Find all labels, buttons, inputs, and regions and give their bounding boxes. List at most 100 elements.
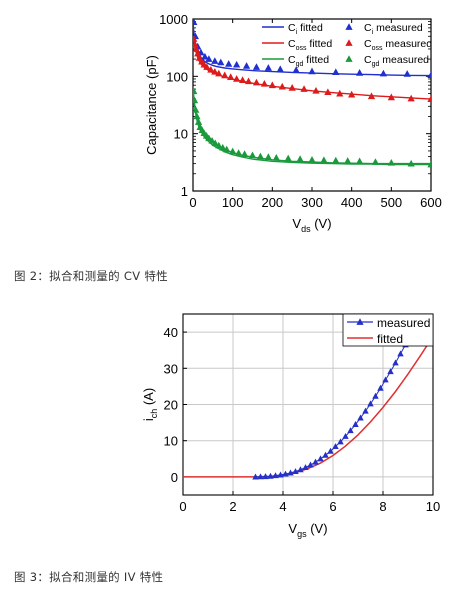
- data-point: [272, 153, 280, 161]
- data-point: [297, 466, 304, 473]
- data-point: [267, 472, 274, 479]
- data-point: [427, 160, 431, 168]
- y-tick-label: 10: [174, 127, 188, 142]
- data-point: [193, 45, 200, 52]
- data-point: [248, 151, 257, 159]
- y-axis-label: Capacitance (pF): [144, 55, 159, 155]
- figure-2-caption: 图 2：拟合和测量的 CV 特性: [14, 269, 168, 283]
- y-tick-label: 1000: [159, 12, 188, 27]
- legend-label: Coss measured: [364, 38, 432, 52]
- data-point: [322, 451, 329, 458]
- cv-characteristics-chart: 0 100 200 300 400 500 600 1 10 100 1000 Vds (V) Capa…: [144, 12, 442, 234]
- data-point: [233, 60, 241, 68]
- data-point: [344, 157, 352, 164]
- data-point: [211, 67, 219, 75]
- data-point: [296, 155, 304, 162]
- data-point: [240, 150, 249, 157]
- legend-marker-swatch: [345, 55, 353, 62]
- data-point: [193, 40, 199, 48]
- data-point: [205, 134, 213, 142]
- data-point: [193, 106, 200, 113]
- data-point: [403, 70, 411, 77]
- data-point: [193, 112, 201, 120]
- data-point: [215, 69, 223, 77]
- data-point: [193, 87, 198, 95]
- data-point: [379, 69, 388, 77]
- data-point: [256, 152, 265, 160]
- data-point: [427, 95, 431, 102]
- legend-label: Ci measured: [364, 22, 423, 36]
- data-point: [387, 368, 394, 375]
- data-point: [287, 469, 294, 476]
- data-point: [332, 68, 340, 76]
- data-point: [278, 82, 286, 90]
- data-point: [312, 458, 319, 465]
- data-point: [229, 147, 237, 155]
- y-tick-label: 0: [171, 470, 178, 485]
- data-point: [308, 156, 316, 163]
- data-point: [257, 473, 264, 480]
- legend-label: Cgd measured: [364, 54, 429, 68]
- data-point: [211, 57, 219, 64]
- data-point: [427, 71, 431, 78]
- data-point: [193, 35, 198, 42]
- legend-label: fitted: [377, 332, 403, 346]
- data-point: [288, 84, 296, 91]
- legend-marker-swatch: [345, 23, 353, 30]
- legend-marker-swatch: [345, 39, 353, 46]
- data-point: [407, 159, 415, 167]
- data-point: [193, 96, 199, 104]
- data-point: [244, 77, 253, 85]
- data-point: [317, 455, 324, 462]
- data-point: [217, 58, 225, 66]
- data-point: [308, 67, 316, 75]
- data-point: [282, 470, 289, 477]
- x-axis-label: Vgs (V): [288, 521, 327, 539]
- x-axis-label: Vds (V): [292, 216, 331, 234]
- data-point: [348, 90, 356, 98]
- data-point: [194, 118, 203, 125]
- data-point: [223, 145, 231, 153]
- data-point: [221, 71, 229, 79]
- data-point: [242, 62, 251, 69]
- data-point: [300, 85, 308, 92]
- data-point: [264, 153, 272, 160]
- data-point: [235, 149, 243, 156]
- data-point: [276, 65, 284, 73]
- legend-marker-swatch: [356, 318, 364, 325]
- data-point: [352, 421, 359, 427]
- data-point: [277, 471, 284, 478]
- x-tick-label: 10: [426, 499, 440, 514]
- data-point: [260, 80, 269, 87]
- data-point: [367, 400, 374, 407]
- data-point: [377, 384, 384, 391]
- legend-box: [342, 313, 434, 347]
- data-point: [387, 93, 395, 101]
- data-point: [201, 52, 209, 60]
- data-point: [327, 447, 334, 454]
- series-line: [183, 339, 432, 478]
- x-tick-label: 0: [189, 195, 196, 210]
- data-point: [387, 159, 395, 166]
- legend: Ci fitted Ci measured Coss fitted Coss meas…: [262, 22, 432, 68]
- data-point: [207, 66, 215, 73]
- data-point: [397, 350, 404, 357]
- data-point: [332, 443, 339, 450]
- data-point: [272, 472, 279, 479]
- data-point: [320, 156, 328, 164]
- data-point: [324, 88, 332, 95]
- data-point: [252, 78, 261, 86]
- legend-label: Coss fitted: [288, 38, 332, 52]
- data-point: [372, 392, 379, 399]
- data-point: [252, 473, 259, 480]
- y-tick-label: 40: [164, 325, 178, 340]
- legend-label: Cgd fitted: [288, 54, 329, 68]
- y-tick-label: 100: [166, 69, 188, 84]
- x-tick-label: 400: [341, 195, 363, 210]
- data-point: [371, 158, 380, 165]
- data-point: [342, 432, 349, 439]
- series-5: [193, 87, 431, 168]
- data-point: [355, 157, 364, 165]
- y-tick-label: 1: [181, 184, 188, 199]
